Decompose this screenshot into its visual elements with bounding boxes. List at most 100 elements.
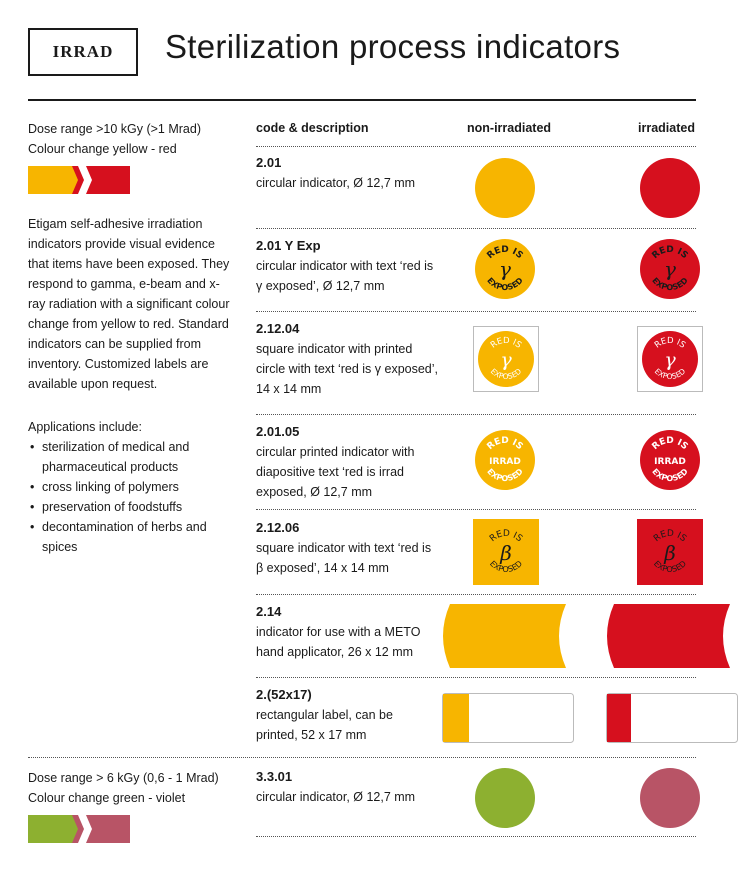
svg-text:RED IS: RED IS bbox=[486, 436, 525, 452]
page-title: Sterilization process indicators bbox=[165, 28, 621, 65]
row-description: circular indicator with text ‘red is γ e… bbox=[256, 256, 456, 296]
square-beta-indicator-yellow: RED IS EXPOSED β bbox=[473, 519, 539, 585]
list-item: sterilization of medical and pharmaceuti… bbox=[28, 437, 238, 477]
applications-title: Applications include: bbox=[28, 420, 142, 434]
exposed-text: EXPOSED bbox=[653, 367, 688, 382]
red-is-text: RED IS bbox=[486, 436, 525, 452]
exposed-text: EXPOSED bbox=[650, 276, 690, 292]
rectangular-label-yellow bbox=[442, 693, 574, 743]
red-circle-indicator bbox=[640, 158, 700, 218]
row-description-line: exposed, Ø 12,7 mm bbox=[256, 485, 373, 499]
list-item: preservation of foodstuffs bbox=[28, 497, 238, 517]
svg-text:EXPOSED: EXPOSED bbox=[650, 467, 690, 483]
red-is-text: RED IS bbox=[651, 436, 690, 452]
list-item: cross linking of polymers bbox=[28, 477, 238, 497]
yellow-circle-indicator bbox=[475, 158, 535, 218]
green-violet-arrow-swatch bbox=[28, 815, 130, 843]
colour-change-text: Colour change yellow - red bbox=[28, 142, 177, 156]
row-description: square indicator with printed circle wit… bbox=[256, 339, 461, 399]
row-description-line: printed, 52 x 17 mm bbox=[256, 728, 367, 742]
square-gamma-indicator-yellow: RED IS EXPOSED γ bbox=[473, 326, 539, 392]
violet-circle-indicator bbox=[640, 768, 700, 828]
applications-list: sterilization of medical and pharmaceuti… bbox=[28, 437, 238, 557]
yellow-irrad-indicator: RED IS EXPOSED IRRAD bbox=[475, 430, 535, 490]
irrad-text: IRRAD bbox=[654, 457, 686, 467]
row-description-line: circular indicator, Ø 12,7 mm bbox=[256, 790, 416, 804]
svg-text:EXPOSED: EXPOSED bbox=[489, 367, 524, 382]
red-is-text: RED IS bbox=[486, 245, 525, 261]
section-divider bbox=[28, 757, 696, 758]
green-circle-indicator bbox=[475, 768, 535, 828]
exposed-text: EXPOSED bbox=[488, 559, 524, 574]
row-description-line: circular indicator, Ø 12,7 mm bbox=[256, 176, 416, 190]
row-code: 2.01 bbox=[256, 155, 282, 170]
beta-symbol: β bbox=[499, 541, 512, 565]
square-gamma-indicator-red: RED IS EXPOSED γ bbox=[637, 326, 703, 392]
exposed-text: EXPOSED bbox=[485, 467, 525, 483]
dose-range-text: Dose range >10 kGy (>1 Mrad) bbox=[28, 122, 201, 136]
row-code: 2.12.06 bbox=[256, 520, 300, 535]
gamma-symbol: γ bbox=[664, 349, 676, 371]
svg-text:RED IS: RED IS bbox=[489, 336, 523, 351]
row-description: circular indicator, Ø 12,7 mm bbox=[256, 787, 456, 807]
row-divider bbox=[256, 414, 696, 415]
meto-label-yellow bbox=[443, 604, 566, 668]
row-description-line: circle with text ‘red is γ exposed’, bbox=[256, 362, 439, 376]
exposed-text: EXPOSED bbox=[485, 276, 525, 292]
row-code: 2.(52x17) bbox=[256, 687, 312, 702]
applications-block: Applications include: sterilization of m… bbox=[28, 417, 238, 557]
svg-text:RED IS: RED IS bbox=[651, 436, 690, 452]
red-is-text: RED IS bbox=[651, 245, 690, 261]
section1-description: Etigam self-adhesive irradiation indicat… bbox=[28, 217, 230, 391]
row-description-line: square indicator with text ‘red is bbox=[256, 541, 432, 555]
svg-text:EXPOSED: EXPOSED bbox=[485, 276, 525, 292]
svg-text:EXPOSED: EXPOSED bbox=[652, 559, 688, 574]
header-rule bbox=[28, 99, 696, 101]
row-description-line: β exposed’, 14 x 14 mm bbox=[256, 561, 389, 575]
gamma-symbol: γ bbox=[664, 257, 676, 281]
column-header-code: code & description bbox=[256, 121, 369, 135]
row-description: circular indicator, Ø 12,7 mm bbox=[256, 173, 456, 193]
svg-text:RED IS: RED IS bbox=[488, 529, 524, 544]
row-description: square indicator with text ‘red is β exp… bbox=[256, 538, 456, 578]
section2-dose-info: Dose range > 6 kGy (0,6 - 1 Mrad) Colour… bbox=[28, 768, 238, 808]
row-code: 2.12.04 bbox=[256, 321, 300, 336]
row-description-line: γ exposed’, Ø 12,7 mm bbox=[256, 279, 385, 293]
exposed-text: EXPOSED bbox=[650, 467, 690, 483]
gamma-symbol: γ bbox=[500, 349, 512, 371]
section1-dose-info: Dose range >10 kGy (>1 Mrad) Colour chan… bbox=[28, 119, 238, 159]
svg-text:EXPOSED: EXPOSED bbox=[488, 559, 524, 574]
row-code: 3.3.01 bbox=[256, 769, 293, 784]
svg-text:EXPOSED: EXPOSED bbox=[653, 367, 688, 382]
row-divider bbox=[256, 677, 696, 678]
yellow-gamma-indicator: RED IS EXPOSED γ bbox=[475, 239, 535, 299]
exposed-text: EXPOSED bbox=[489, 367, 524, 382]
gamma-symbol: γ bbox=[499, 257, 511, 281]
irrad-logo: IRRAD bbox=[28, 28, 138, 76]
meto-label-red bbox=[607, 604, 730, 668]
svg-text:RED IS: RED IS bbox=[651, 245, 690, 261]
list-item: decontamination of herbs and spices bbox=[28, 517, 238, 557]
rectangular-label-red bbox=[606, 693, 738, 743]
red-gamma-indicator: RED IS EXPOSED γ bbox=[640, 239, 700, 299]
red-irrad-indicator: RED IS EXPOSED IRRAD bbox=[640, 430, 700, 490]
row-divider bbox=[256, 509, 696, 510]
row-divider bbox=[256, 311, 696, 312]
row-description: indicator for use with a METO hand appli… bbox=[256, 622, 456, 662]
svg-text:RED IS: RED IS bbox=[652, 529, 688, 544]
row-description-line: square indicator with printed bbox=[256, 342, 413, 356]
exposed-text: EXPOSED bbox=[652, 559, 688, 574]
row-code: 2.14 bbox=[256, 604, 282, 619]
row-divider bbox=[256, 146, 696, 147]
square-beta-indicator-red: RED IS EXPOSED β bbox=[637, 519, 703, 585]
row-description-line: circular indicator with text ‘red is bbox=[256, 259, 434, 273]
svg-text:EXPOSED: EXPOSED bbox=[650, 276, 690, 292]
red-is-text: RED IS bbox=[652, 529, 688, 544]
row-description-line: 14 x 14 mm bbox=[256, 382, 322, 396]
row-description: rectangular label, can be printed, 52 x … bbox=[256, 705, 456, 745]
svg-text:RED IS: RED IS bbox=[653, 336, 687, 351]
yellow-red-arrow-swatch bbox=[28, 166, 130, 194]
row-description: circular printed indicator with diaposit… bbox=[256, 442, 456, 502]
row-description-line: rectangular label, can be bbox=[256, 708, 393, 722]
irrad-text: IRRAD bbox=[489, 457, 521, 467]
